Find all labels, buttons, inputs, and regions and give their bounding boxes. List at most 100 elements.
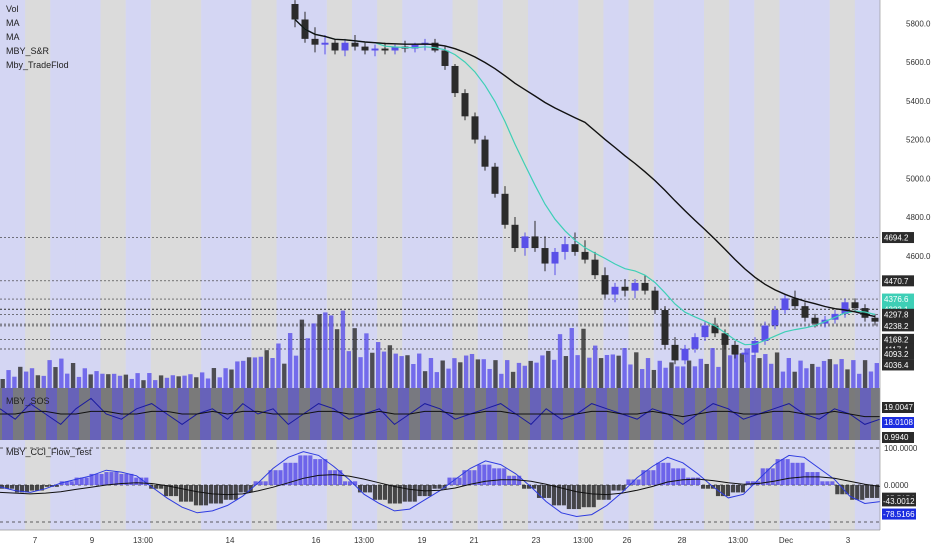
cci-bar [740, 485, 745, 493]
cci-bar [392, 485, 397, 504]
time-axis-label: Dec [779, 536, 793, 545]
volume-bar [516, 362, 522, 388]
volume-bar [540, 355, 545, 388]
osc-highlight [486, 388, 497, 440]
main-legend[interactable]: Vol MA MA MBY_S&R Mby_TradeFlod [6, 4, 69, 70]
cci-bar [720, 485, 726, 497]
cci-bar [258, 481, 263, 485]
volume-bar [810, 363, 815, 388]
osc-highlight [706, 388, 717, 440]
volume-bar [205, 378, 211, 388]
cci-tag-label: -78.5166 [883, 510, 915, 519]
cci-bar [656, 462, 661, 485]
cci-title[interactable]: MBY_CCI_Flow_Test [6, 447, 92, 457]
cci-bar [89, 473, 94, 485]
volume-bar [23, 371, 29, 388]
cci-bar [671, 468, 676, 485]
time-axis-label: 13:00 [573, 536, 594, 545]
volume-bar [223, 368, 228, 388]
volume-bar [135, 373, 140, 388]
candle-body [361, 46, 369, 51]
session-band [578, 0, 604, 530]
volume-bar [276, 343, 281, 388]
candle-body [721, 333, 729, 345]
volume-bar [94, 371, 99, 388]
cci-bar [691, 477, 696, 485]
candle-body [431, 42, 439, 51]
session-band [754, 0, 780, 530]
cci-bar [830, 481, 835, 485]
cci-bar [34, 485, 39, 491]
volume-bar [65, 373, 70, 388]
level-tag-bg [882, 232, 914, 244]
candle-body [411, 44, 419, 49]
osc-highlight [596, 388, 607, 440]
session-band [75, 0, 101, 530]
cci-bar [382, 485, 387, 500]
session-band [276, 0, 302, 530]
candle-body [731, 344, 739, 355]
osc-highlight [728, 388, 739, 440]
cci-bar [541, 485, 547, 498]
cci-bar [606, 485, 611, 500]
volume-bar [417, 353, 422, 388]
volume-bar [798, 360, 803, 388]
legend-ma-1[interactable]: MA [6, 18, 20, 28]
osc-title[interactable]: MBY_SOS [6, 396, 50, 406]
cci-bar [666, 462, 671, 485]
time-axis-label: 28 [678, 536, 687, 545]
cci-bar [447, 477, 452, 485]
cci-bar [313, 459, 318, 485]
cci-bar [696, 477, 701, 485]
cci-bar [407, 485, 412, 502]
legend-sr[interactable]: MBY_S&R [6, 46, 50, 56]
volume-bar [346, 351, 351, 388]
volume-bar [258, 356, 263, 388]
volume-bar [851, 360, 856, 388]
volume-bar [821, 360, 827, 388]
session-band [25, 0, 51, 530]
cci-bar [571, 485, 576, 510]
cci-bar [576, 485, 581, 510]
cci-bar [482, 464, 487, 485]
volume-bar [528, 360, 533, 388]
level-tag-bg [882, 348, 914, 360]
volume-bar [505, 360, 510, 388]
cci-bar [626, 479, 631, 485]
volume-bar [170, 375, 175, 388]
volume-bar [575, 355, 580, 388]
osc-highlight [794, 388, 805, 440]
volume-bar [551, 359, 557, 388]
time-axis-label: 14 [226, 536, 235, 545]
volume-bar [41, 375, 46, 388]
candle-body [391, 46, 399, 51]
volume-bar [522, 365, 527, 388]
candle-body [601, 275, 609, 295]
legend-ma-2[interactable]: MA [6, 32, 20, 42]
candle-body [841, 302, 849, 314]
session-band [377, 0, 403, 530]
legend-vol[interactable]: Vol [6, 4, 19, 14]
cci-bar [29, 485, 35, 491]
volume-bar [0, 379, 5, 388]
cci-bar [377, 485, 383, 500]
session-band [402, 0, 428, 530]
volume-bar [147, 373, 152, 388]
cci-bar [54, 485, 59, 487]
candle-body [511, 224, 519, 249]
time-axis-label: 9 [90, 536, 95, 545]
price-axis-label: 5600.0 [906, 58, 931, 67]
volume-bar [59, 358, 64, 388]
cci-bar [621, 485, 626, 491]
cci-bar [303, 455, 308, 485]
volume-bar [463, 355, 469, 388]
level-tag-label: 4470.7 [884, 277, 909, 286]
cci-bar [750, 481, 755, 485]
right-axis-background [880, 0, 932, 550]
cci-bar [536, 485, 542, 498]
legend-tradeflod[interactable]: Mby_TradeFlod [6, 60, 69, 70]
cci-bar [288, 462, 293, 485]
cci-bar [64, 481, 69, 485]
volume-bar [857, 373, 862, 388]
volume-bar [82, 368, 87, 388]
